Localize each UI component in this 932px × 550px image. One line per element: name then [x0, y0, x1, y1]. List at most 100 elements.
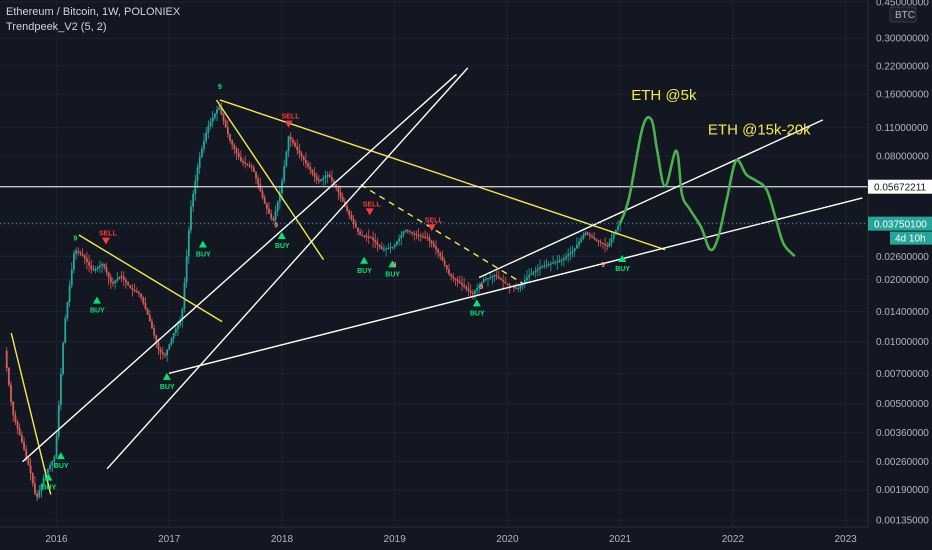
candle-body: [170, 338, 173, 345]
sell-label: SELL: [363, 201, 382, 208]
candle-body: [153, 328, 156, 336]
candle-body: [422, 236, 424, 238]
candle-body: [172, 333, 175, 339]
candle-body: [304, 159, 307, 164]
candle-body: [138, 292, 140, 294]
candle-body: [287, 136, 290, 152]
candle-body: [320, 179, 322, 182]
candle-body: [565, 256, 567, 259]
buy-label: BUY: [196, 252, 211, 259]
price-line: [5, 105, 621, 502]
candle-body: [456, 279, 459, 282]
candle-body: [324, 176, 327, 178]
price-tick-label: 0.00700000: [876, 369, 929, 380]
candle-body: [77, 250, 80, 253]
candle-body: [417, 235, 420, 237]
candle-body: [272, 218, 275, 221]
buy-label: BUY: [385, 271, 400, 278]
candle-body: [367, 236, 370, 238]
candle-body: [81, 254, 84, 256]
candle-body: [322, 177, 325, 180]
candle-body: [346, 206, 348, 211]
year-tick-label: 2020: [496, 534, 519, 545]
candle-body: [339, 192, 342, 197]
candle-body: [328, 174, 331, 178]
candle-body: [569, 252, 572, 255]
candle-body: [34, 483, 36, 494]
candle-body: [94, 268, 97, 271]
candle-body: [326, 174, 329, 177]
candle-body: [389, 247, 392, 249]
candle-body: [489, 277, 492, 279]
projection-series: [618, 115, 796, 258]
count-nine-label: 9: [479, 284, 483, 291]
candle-body: [357, 227, 359, 232]
candle-body: [348, 210, 351, 216]
candle-body: [617, 225, 619, 230]
candle-body: [595, 239, 598, 241]
price-tick-label: 0.00135000: [876, 516, 929, 527]
last-price-label: 0.03750100: [874, 220, 927, 231]
buy-marker: [472, 299, 481, 307]
price-tick-label: 0.01400000: [876, 307, 929, 318]
candle-body: [88, 262, 90, 266]
candle-body: [18, 428, 21, 436]
candle-body: [244, 162, 247, 164]
candle-body: [361, 235, 364, 237]
indicator-legend[interactable]: Trendpeek_V2 (5, 2): [6, 21, 107, 33]
trendline-yellow-5: [360, 184, 525, 285]
candle-body: [207, 125, 210, 133]
trendline-white-7: [106, 67, 469, 470]
candle-body: [131, 288, 134, 291]
candle-body: [350, 215, 353, 220]
candle-body: [604, 244, 606, 246]
candle-body: [341, 196, 344, 202]
candle-body: [270, 213, 273, 219]
sell-label: SELL: [282, 114, 301, 121]
candle-body: [239, 156, 242, 161]
candle-body: [226, 127, 229, 135]
candle-body: [25, 449, 28, 458]
candle-body: [291, 139, 294, 143]
candle-body: [359, 231, 361, 236]
candle-body: [255, 171, 257, 179]
candle-body: [482, 279, 485, 283]
candle-body: [541, 266, 544, 268]
candle-body: [107, 272, 110, 278]
count-nine-label: 9: [74, 236, 78, 243]
candle-body: [285, 151, 288, 167]
candle-body: [79, 252, 82, 255]
candle-body: [140, 293, 143, 298]
buy-marker: [56, 452, 65, 460]
candle-body: [593, 237, 596, 240]
candle-body: [317, 179, 320, 182]
price-series: [5, 105, 621, 502]
candle-body: [445, 264, 448, 270]
candle-body: [125, 279, 127, 283]
candle-body: [259, 184, 262, 192]
candle-body: [463, 285, 466, 287]
buy-label: BUY: [357, 268, 372, 275]
candle-body: [437, 249, 440, 253]
candle-body: [233, 144, 236, 149]
candle-body: [213, 113, 216, 118]
candle-body: [597, 240, 600, 242]
buy-marker: [618, 255, 627, 263]
count-nine-label: 9: [218, 84, 222, 91]
candle-body: [571, 250, 574, 253]
candle-body: [90, 265, 93, 270]
candle-body: [190, 206, 192, 231]
candle-body: [235, 148, 238, 153]
candle-body: [120, 276, 123, 278]
price-tick-label: 0.16000000: [876, 90, 929, 101]
price-axis: 0.45000000 0.30000000 0.22000000 0.16000000…: [867, 0, 932, 550]
candle-body: [112, 282, 114, 284]
candle-body: [515, 287, 518, 289]
trendline-white-8: [168, 197, 863, 375]
candle-body: [406, 230, 409, 232]
candle-body: [398, 238, 400, 242]
candle-body: [528, 275, 531, 278]
candle-body: [252, 167, 255, 172]
